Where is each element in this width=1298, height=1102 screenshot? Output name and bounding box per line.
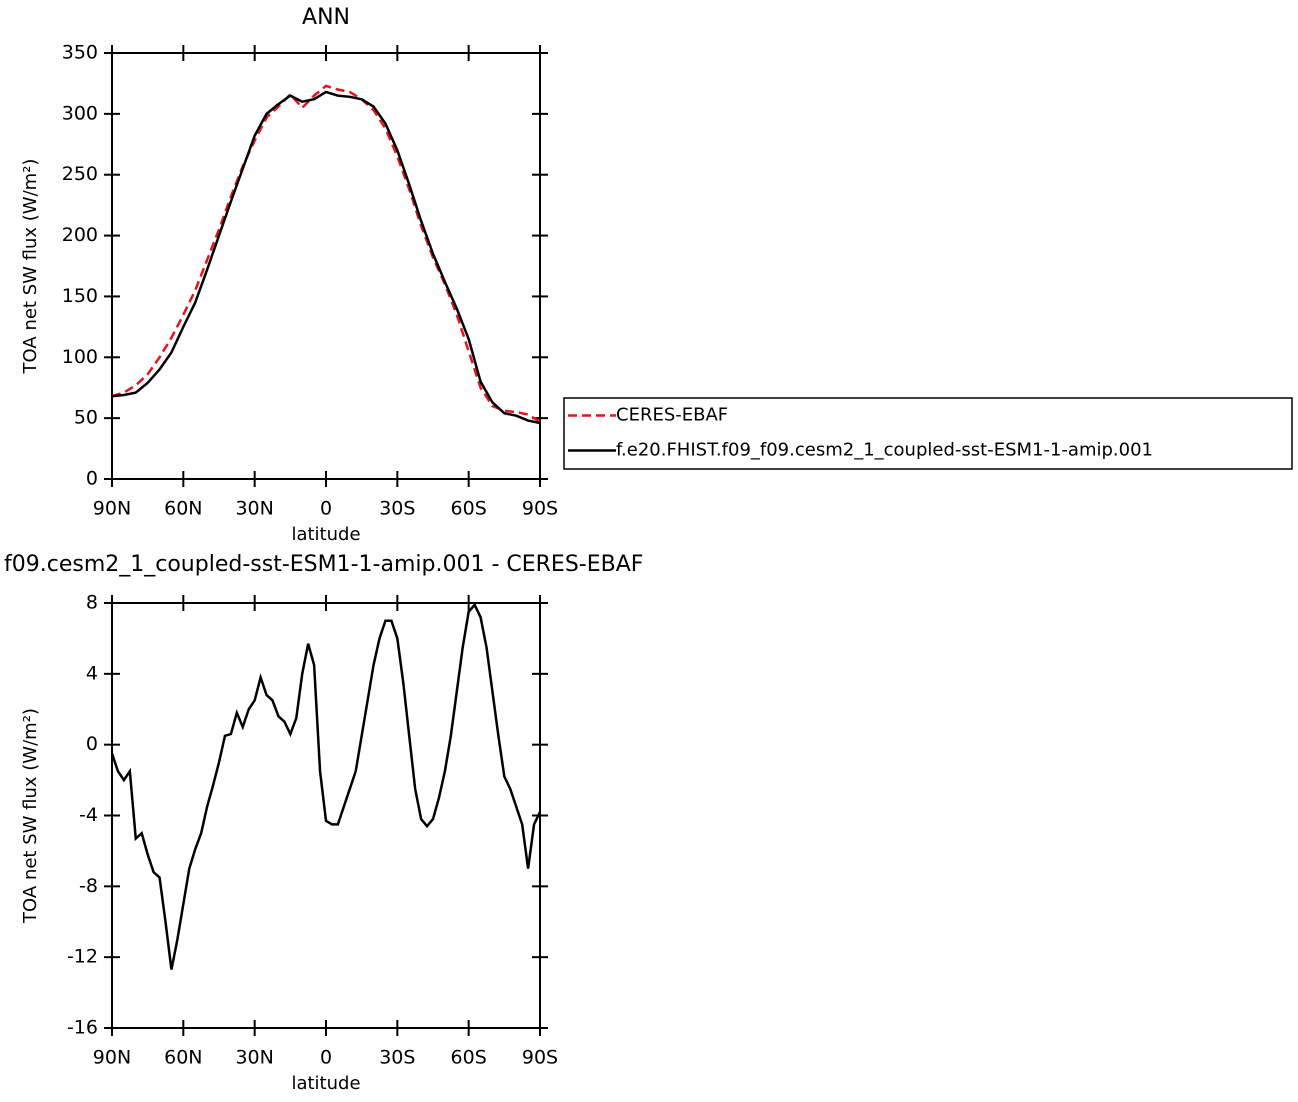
data-line	[111, 84, 541, 423]
y-tick-label: 8	[86, 592, 98, 614]
x-tick-label: 90S	[522, 498, 558, 520]
y-tick-label: 150	[62, 285, 98, 307]
y-tick-label: 4	[86, 662, 98, 684]
y-tick-label: 250	[62, 163, 98, 185]
x-tick-label: 90S	[522, 1047, 558, 1069]
y-tick-label: 0	[86, 733, 98, 755]
x-tick-label: 60S	[451, 498, 487, 520]
plot-frame	[111, 52, 541, 480]
y-tick-label: 300	[62, 102, 98, 124]
data-line	[110, 602, 542, 970]
x-tick-label: 30S	[379, 1047, 415, 1069]
x-tick-label: 0	[320, 1047, 332, 1069]
plot-frame	[111, 602, 541, 1029]
y-axis-label: TOA net SW flux (W/m²)	[20, 708, 41, 924]
x-tick-label: 60N	[164, 498, 202, 520]
x-tick-label: 30N	[235, 498, 273, 520]
y-tick-label: 350	[62, 42, 98, 64]
x-tick-label: 60S	[451, 1047, 487, 1069]
y-tick-label: 200	[62, 224, 98, 246]
x-tick-label: 90N	[93, 1047, 131, 1069]
x-tick-label: 30S	[379, 498, 415, 520]
x-tick-label: 60N	[164, 1047, 202, 1069]
chart-title: f09.cesm2_1_coupled-sst-ESM1-1-amip.001 …	[4, 552, 643, 577]
y-tick-label: 100	[62, 346, 98, 368]
x-tick-label: 90N	[93, 498, 131, 520]
y-tick-label: -12	[67, 946, 98, 968]
chart-title: ANN	[302, 5, 350, 30]
legend-label: CERES-EBAF	[616, 405, 728, 426]
x-axis-label: latitude	[291, 524, 360, 545]
y-tick-label: 50	[74, 407, 98, 429]
data-line	[111, 90, 541, 425]
y-tick-label: -4	[79, 804, 98, 826]
legend-label: f.e20.FHIST.f09_f09.cesm2_1_coupled-sst-…	[616, 440, 1153, 461]
x-tick-label: 30N	[235, 1047, 273, 1069]
y-axis-label: TOA net SW flux (W/m²)	[20, 159, 41, 375]
y-tick-label: -8	[79, 875, 98, 897]
x-tick-label: 0	[320, 498, 332, 520]
y-tick-label: 0	[86, 468, 98, 490]
legend-box	[563, 397, 1293, 470]
x-axis-label: latitude	[291, 1073, 360, 1094]
y-tick-label: -16	[67, 1017, 98, 1039]
